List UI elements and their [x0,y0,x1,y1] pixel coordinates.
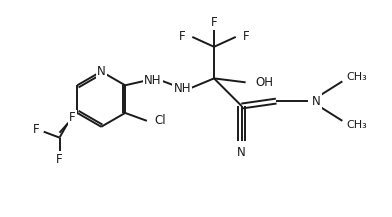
Text: N: N [312,95,321,108]
Text: F: F [33,123,39,136]
Text: NH: NH [144,74,162,87]
Text: CH₃: CH₃ [346,120,367,130]
Text: NH: NH [174,82,191,95]
Text: F: F [56,153,63,166]
Text: F: F [69,111,76,124]
Text: N: N [237,146,246,159]
Text: N: N [97,65,105,78]
Text: F: F [243,30,249,43]
Text: F: F [211,16,217,29]
Text: OH: OH [256,76,274,89]
Text: CH₃: CH₃ [346,72,367,82]
Text: Cl: Cl [155,114,167,127]
Text: F: F [179,30,185,43]
